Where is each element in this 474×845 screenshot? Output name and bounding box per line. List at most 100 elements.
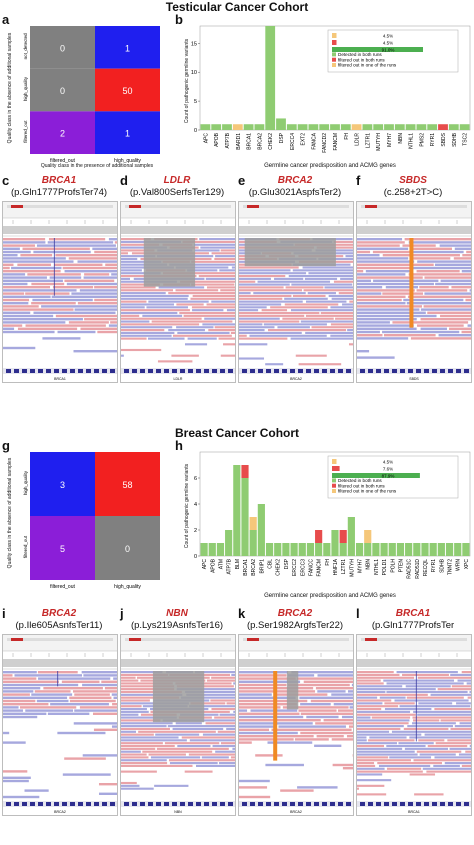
panel-h-xtick-label: PTEN	[398, 559, 404, 573]
panel-b-bar	[340, 124, 351, 130]
panel-a-row-label: high_quality	[23, 76, 28, 101]
panel-h-bar	[347, 517, 355, 556]
panel-h-bar	[233, 465, 241, 556]
panel-h-xtick-label: LZTR1	[341, 559, 347, 575]
panel-b-ylabel: Count of pathogenic germline variants	[184, 38, 190, 124]
panel-b-bar	[427, 124, 438, 130]
panel-h-xtick-label: MUTYH	[349, 559, 355, 577]
panel-a-heatmap: 0 1 0 50 2 1 not_detected high_quality filtered_…	[23, 26, 160, 164]
panel-h-bar	[355, 543, 364, 556]
panel-k-footer: BRCA2	[290, 810, 302, 814]
panel-b-inset-bar	[332, 47, 423, 52]
panel-h-letter: h	[175, 438, 183, 453]
panel-i-footer: BRCA2	[54, 810, 66, 814]
panel-b-inset-label: 4.5%	[383, 33, 393, 38]
panel-h-xtick-label: BRCA1	[243, 559, 249, 576]
panel-h-xtick-label: NBN	[366, 559, 372, 570]
panel-h-ytick-label: 6	[194, 476, 197, 482]
panel-h-xtick-label: FANCC	[308, 559, 314, 576]
panel-h-xtick-label: RECQL	[423, 559, 429, 576]
panel-b-bar	[351, 124, 362, 130]
panel-b-inset-bar	[332, 33, 337, 38]
panel-c-footer: BRCA1	[54, 377, 66, 381]
panel-b-legend-swatch	[332, 52, 336, 57]
panel-b-legend-entry: Detected in both runs	[338, 52, 382, 57]
panel-a-col-label: filtered_out	[50, 158, 75, 164]
panel-h-xtick-label: APC	[202, 559, 208, 570]
panel-b-xtick-label: SBDS	[441, 132, 447, 146]
panel-c-igv-view: BRCA1	[2, 201, 118, 383]
panel-f-variant: (c.258+2T>C)	[383, 187, 443, 198]
panel-b-xtick-label: APC	[203, 133, 209, 144]
panel-d-letter: d	[120, 173, 128, 188]
panel-a-cell-value: 0	[60, 43, 65, 53]
panel-h-bar	[298, 543, 306, 556]
panel-e-footer: BRCA2	[290, 377, 302, 381]
panel-e-igv-view: BRCA2	[238, 201, 354, 383]
panel-b-bar	[405, 124, 416, 130]
panel-g-heatmap: 3 58 5 0 high_quality filtered_out filtered_ou…	[23, 452, 160, 590]
panel-b-bar	[297, 124, 308, 130]
panel-j-letter: j	[120, 606, 124, 621]
panel-h-bar	[241, 465, 249, 478]
panel-j-igv-view: NBN	[120, 634, 236, 816]
panel-b-inset-bar	[332, 40, 337, 45]
panel-h-xtick-label: XPC	[464, 559, 470, 570]
panel-d-footer: LDLR	[174, 377, 183, 381]
panel-b-ytick-label: 0	[194, 128, 197, 134]
panel-b-xtick-label: LZTR1	[365, 133, 371, 149]
panel-b-bar	[211, 124, 222, 130]
panel-g-ylabel: Quality class in the absence of addition…	[7, 457, 13, 569]
panel-h-legend-swatch	[332, 483, 336, 488]
panel-h-bar-chart: 0 2 4 6 APC APOB ATM ATP7B BLM BRCA1 BRCA2 BRIP1 CBL…	[194, 451, 471, 579]
panel-h-bar	[225, 530, 233, 556]
panel-h-inset-label: 87.9%	[382, 473, 395, 478]
panel-a-row-label: filtered_out	[23, 120, 28, 143]
panel-b-xtick-label: ERCC4	[290, 133, 296, 150]
panel-h-bar	[274, 543, 282, 556]
panel-h-inset-label: 4.5%	[383, 459, 393, 464]
panel-a-cell	[95, 111, 160, 154]
panel-e-gene: BRCA2	[277, 175, 313, 186]
panel-h-bar	[216, 543, 225, 556]
panel-b-legend-entry: filtered out in one of the runs	[338, 63, 397, 68]
panel-b-bar	[319, 124, 330, 130]
panel-b-bar	[373, 124, 384, 130]
panel-e-variant: (p.Glu3021AspfsTer2)	[248, 187, 342, 198]
panel-b-bar	[438, 124, 448, 130]
panel-h-bar	[364, 543, 372, 556]
panel-h-bar	[323, 543, 331, 556]
panel-j-gene: NBN	[166, 608, 188, 619]
panel-b-xtick-label: RYR1	[430, 133, 436, 146]
panel-h-bar	[249, 530, 257, 556]
panel-b-xtick-label: BRCA2	[257, 133, 263, 150]
panel-h-xtick-label: POLH	[390, 559, 396, 573]
panel-l-letter: l	[356, 606, 360, 621]
panel-b-legend-swatch	[332, 57, 336, 62]
panel-h-bar	[290, 543, 298, 556]
panel-f-footer: SBDS	[409, 377, 419, 381]
panel-b-bar	[394, 124, 405, 130]
panel-h-xtick-label: BLM	[235, 559, 241, 569]
panel-b-xtick-label: FH	[344, 133, 350, 140]
panel-b-xtick-label: MYH7	[387, 133, 393, 147]
panel-b-xtick-label: TSC2	[463, 133, 469, 146]
panel-h-bar	[265, 543, 274, 556]
panel-h-legend-entry: filtered out in one of the runs	[338, 489, 397, 494]
panel-l-gene: BRCA1	[395, 608, 431, 619]
panel-a-xlabel: Quality class in the presence of additio…	[40, 163, 154, 169]
panel-h-xtick-label: CHEK2	[276, 559, 282, 576]
panel-b-ytick-label: 5	[194, 99, 197, 105]
panel-a-row-label: not_detected	[23, 33, 28, 60]
panel-h-bar	[339, 530, 347, 543]
panel-b-bar	[384, 124, 394, 130]
panel-h-xtick-label: WRN	[456, 559, 462, 571]
panel-g-col-label: high_quality	[114, 584, 141, 590]
panel-h-xlabel: Germline cancer predisposition and ACMG …	[264, 593, 396, 599]
panel-i-gene: BRCA2	[41, 608, 77, 619]
panel-c-letter: c	[2, 173, 10, 188]
panel-h-legend-entry: filtered out in both runs	[338, 483, 385, 488]
panel-b-bar	[200, 124, 211, 130]
panel-h-legend-swatch	[332, 489, 336, 493]
panel-l-variant: (p.Gln1777ProfsTer	[371, 620, 455, 631]
